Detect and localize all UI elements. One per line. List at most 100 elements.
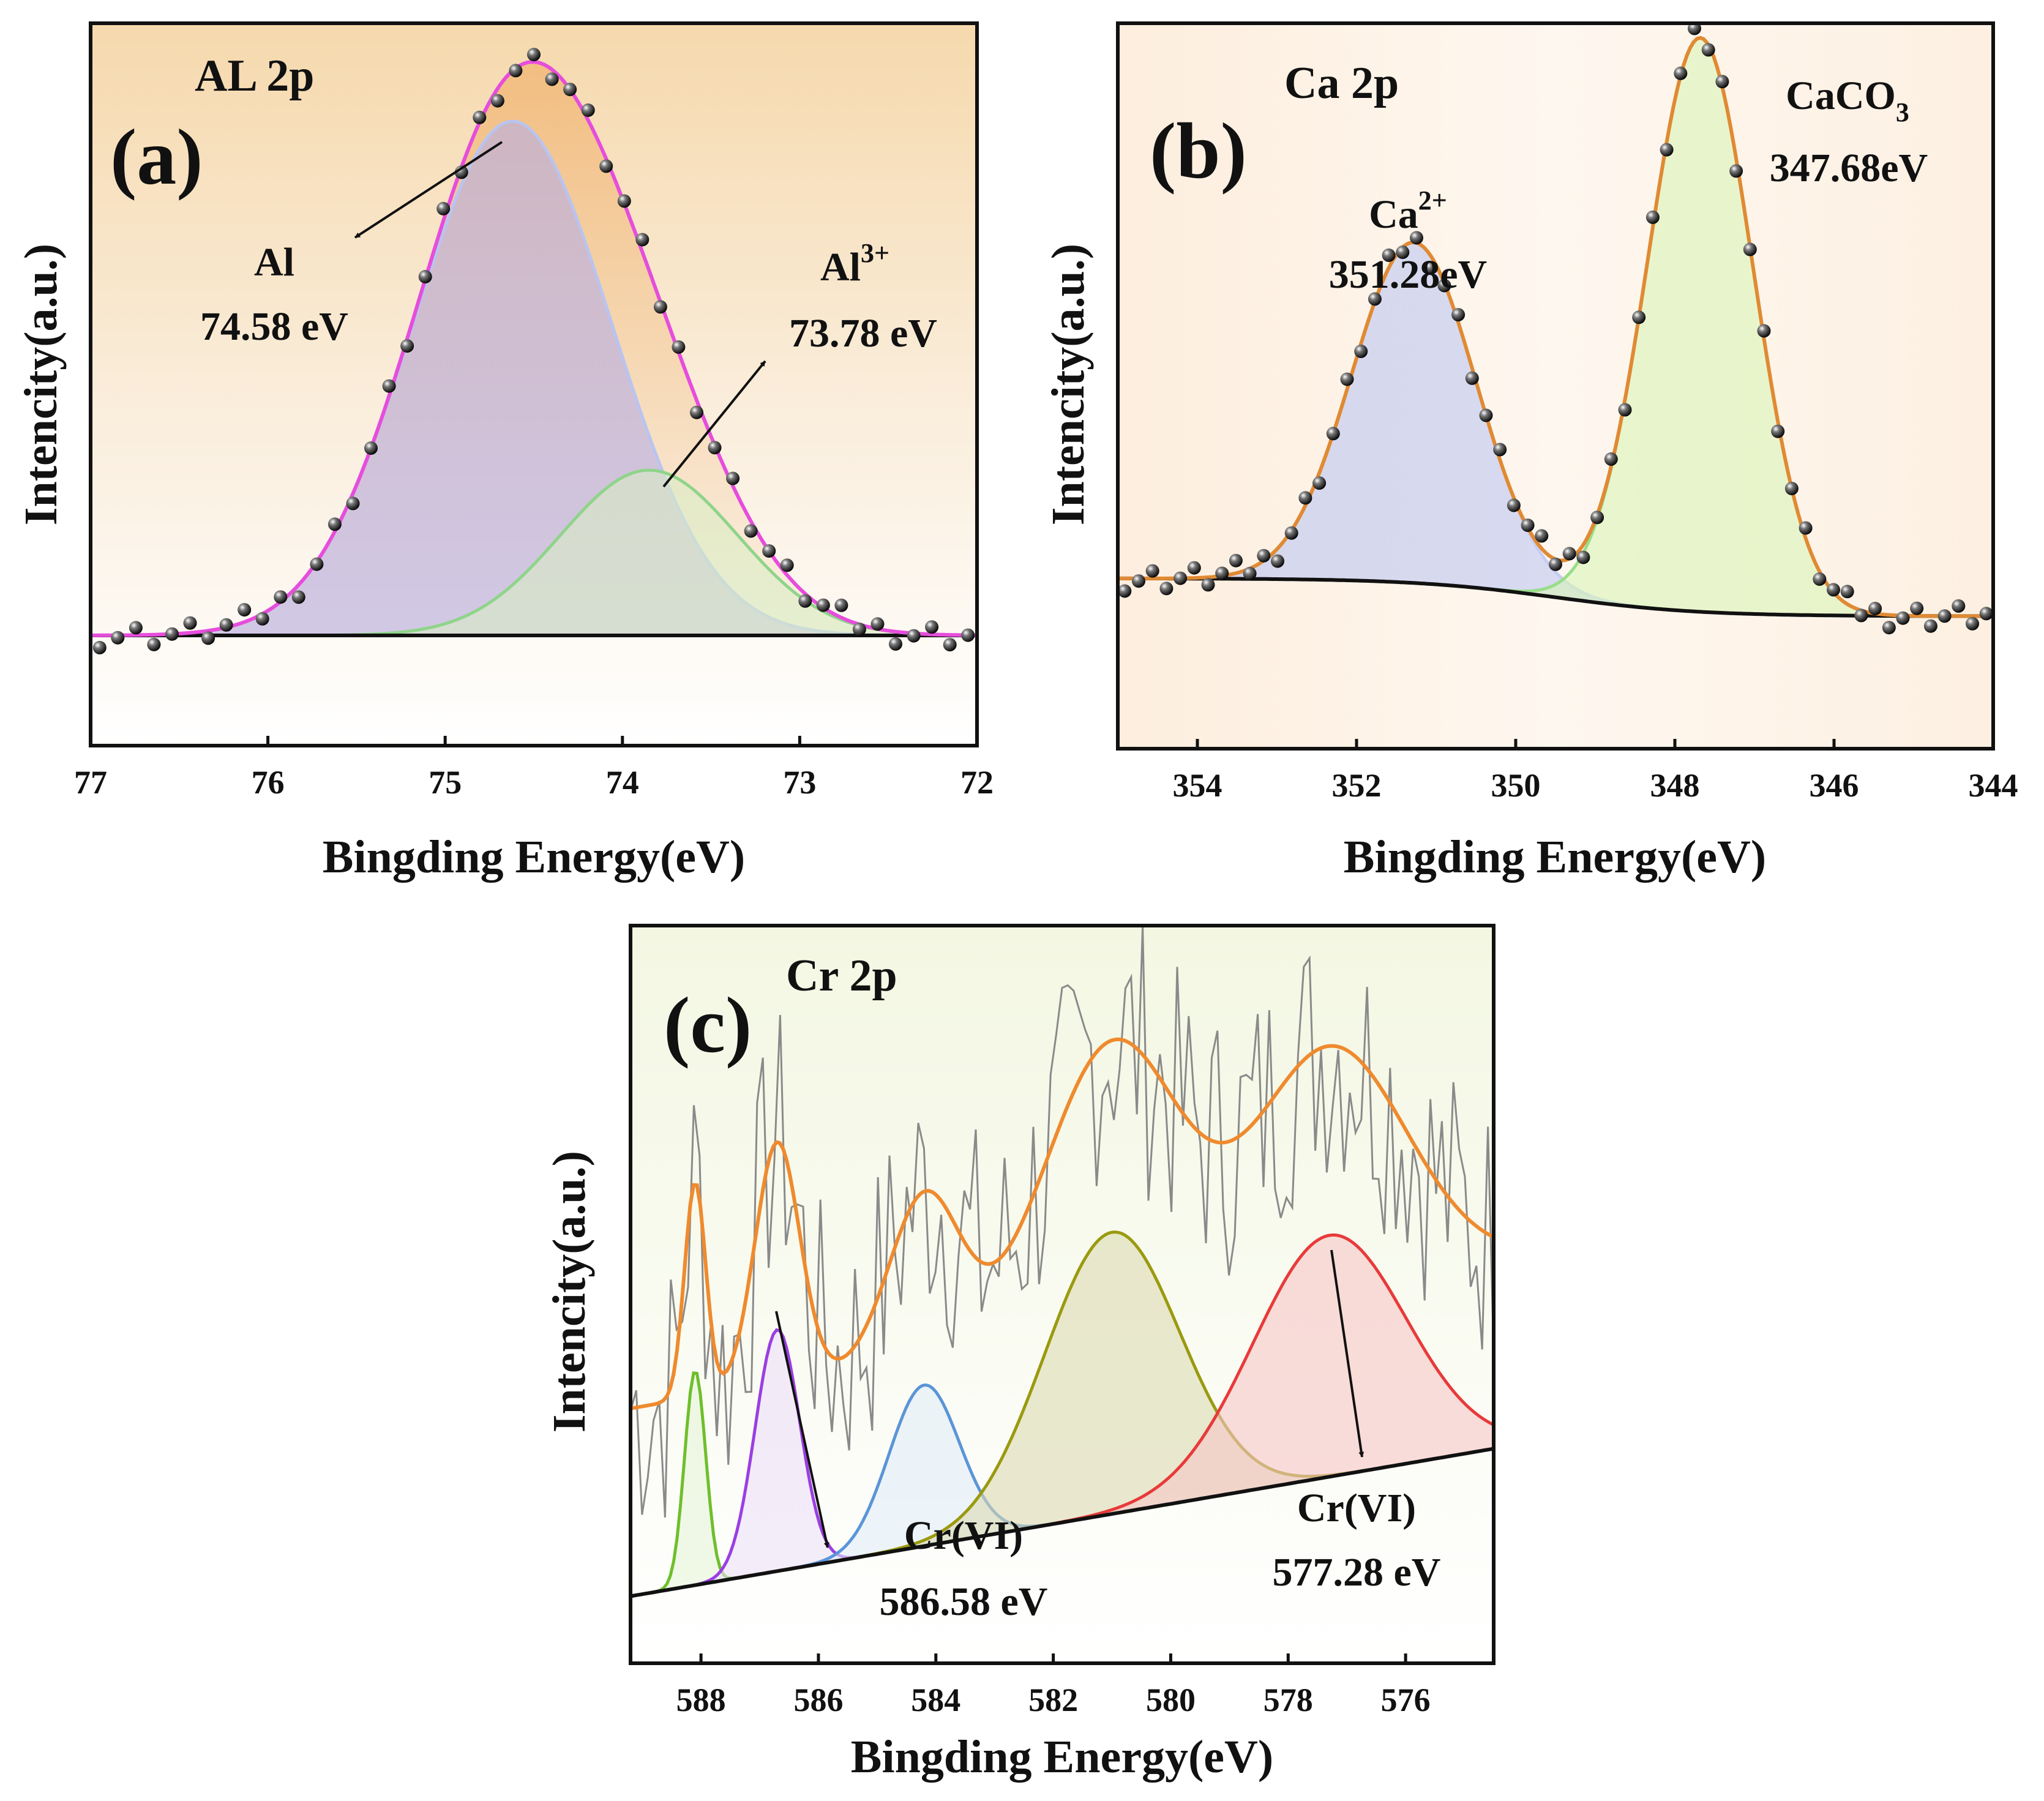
component-fill-5 <box>631 1235 1494 1597</box>
data-point <box>1562 547 1576 561</box>
data-point <box>1312 476 1327 490</box>
data-point <box>635 233 650 247</box>
peak-label-ca2-energy: 351.28eV <box>1329 252 1487 297</box>
data-point <box>1660 143 1674 157</box>
data-point <box>509 64 523 78</box>
data-point <box>1298 491 1312 505</box>
x-tick-label: 578 <box>1263 1682 1313 1718</box>
data-point <box>364 441 378 455</box>
data-point <box>1923 619 1937 633</box>
x-tick-label: 352 <box>1332 767 1382 804</box>
component-fill-2 <box>631 1330 1494 1597</box>
component-fill-1 <box>1118 242 1993 616</box>
data-point <box>1868 602 1882 615</box>
plot-area-b-background <box>1118 23 1993 749</box>
component-fill-4 <box>631 1232 1494 1597</box>
data-point <box>1854 608 1868 623</box>
data-point <box>762 544 776 558</box>
data-point <box>672 340 686 354</box>
x-tick-label: 588 <box>676 1682 726 1718</box>
data-point <box>1771 424 1785 438</box>
peak-label-cr-586-species: Cr(VI) <box>904 1513 1023 1558</box>
data-point <box>581 103 595 117</box>
x-tick-label: 74 <box>606 764 639 801</box>
arrow-al <box>354 141 503 239</box>
data-point <box>907 629 921 643</box>
x-tick-label: 76 <box>252 764 285 801</box>
x-tick-label: 584 <box>911 1682 960 1718</box>
plot-area-c-frame <box>629 924 1496 1665</box>
y-axis-label-a: Intencity(a.u.) <box>15 244 67 525</box>
peak-label-ca2-species: Ca2+ <box>1369 185 1447 237</box>
data-point <box>1354 344 1368 358</box>
data-point <box>617 194 631 208</box>
x-tick-label: 346 <box>1810 767 1859 804</box>
x-tick-label: 344 <box>1969 767 2018 804</box>
data-point <box>111 631 125 645</box>
envelope-line <box>630 1037 1495 1410</box>
data-point <box>1896 611 1910 625</box>
data-point <box>1827 583 1840 597</box>
data-point <box>92 640 107 654</box>
peak-label-cr-577-energy: 577.28 eV <box>1273 1550 1441 1595</box>
data-point <box>147 637 161 651</box>
x-tick-label: 580 <box>1146 1682 1196 1718</box>
data-point <box>925 620 939 634</box>
data-point <box>1174 571 1188 585</box>
data-point <box>238 603 252 617</box>
data-point <box>1576 550 1590 564</box>
panel-c-letter: (c) <box>664 981 752 1069</box>
data-point <box>1368 292 1382 306</box>
peak-label-al-species: Al <box>254 240 294 285</box>
data-point <box>1451 308 1466 322</box>
data-point <box>346 496 360 511</box>
background-line <box>630 1447 1494 1598</box>
panel-a-letter: (a) <box>110 113 203 201</box>
data-point <box>1813 572 1827 586</box>
data-point <box>1159 582 1174 596</box>
x-tick-label: 576 <box>1381 1682 1431 1718</box>
peak-label-al3-species: Al3+ <box>820 238 889 290</box>
x-tick-label: 586 <box>793 1682 843 1718</box>
data-point <box>726 471 740 485</box>
data-point <box>291 590 305 604</box>
data-point <box>798 594 812 608</box>
component-fill-1 <box>91 121 977 635</box>
data-point <box>1645 210 1660 224</box>
data-point <box>1118 584 1132 598</box>
component-fill-2 <box>1118 37 1993 616</box>
data-point <box>255 612 269 626</box>
peak-label-al3-energy: 73.78 eV <box>789 311 937 356</box>
plot-area-a-frame <box>89 21 979 747</box>
data-point <box>1326 427 1340 441</box>
arrow-cr-577 <box>1330 1249 1365 1458</box>
data-point <box>527 48 541 62</box>
data-point <box>1423 261 1437 275</box>
data-point <box>129 621 143 635</box>
data-point <box>1966 616 1979 631</box>
data-point <box>310 557 324 571</box>
plot-area-b-frame <box>1116 21 1995 751</box>
data-point <box>852 623 866 636</box>
data-point <box>1340 372 1354 386</box>
data-point <box>436 201 451 215</box>
data-point <box>1507 498 1521 512</box>
data-point <box>418 270 432 283</box>
x-tick-label: 75 <box>429 764 462 801</box>
data-point <box>1396 245 1410 260</box>
data-point <box>400 339 414 353</box>
y-axis-label-b: Intencity(a.u.) <box>1043 244 1094 525</box>
data-point <box>780 558 794 572</box>
data-point <box>1479 408 1493 422</box>
panel-a-title: AL 2p <box>195 51 314 101</box>
data-point <box>816 598 830 612</box>
data-point <box>1910 601 1924 615</box>
panel-c-title: Cr 2p <box>786 951 897 1001</box>
peak-label-caco3-energy: 347.68eV <box>1770 146 1928 190</box>
data-point <box>1132 574 1145 588</box>
data-point <box>870 617 885 631</box>
data-point <box>690 405 703 419</box>
data-point <box>1535 529 1549 543</box>
data-point <box>1410 231 1423 245</box>
peak-label-al-energy: 74.58 eV <box>200 304 348 349</box>
